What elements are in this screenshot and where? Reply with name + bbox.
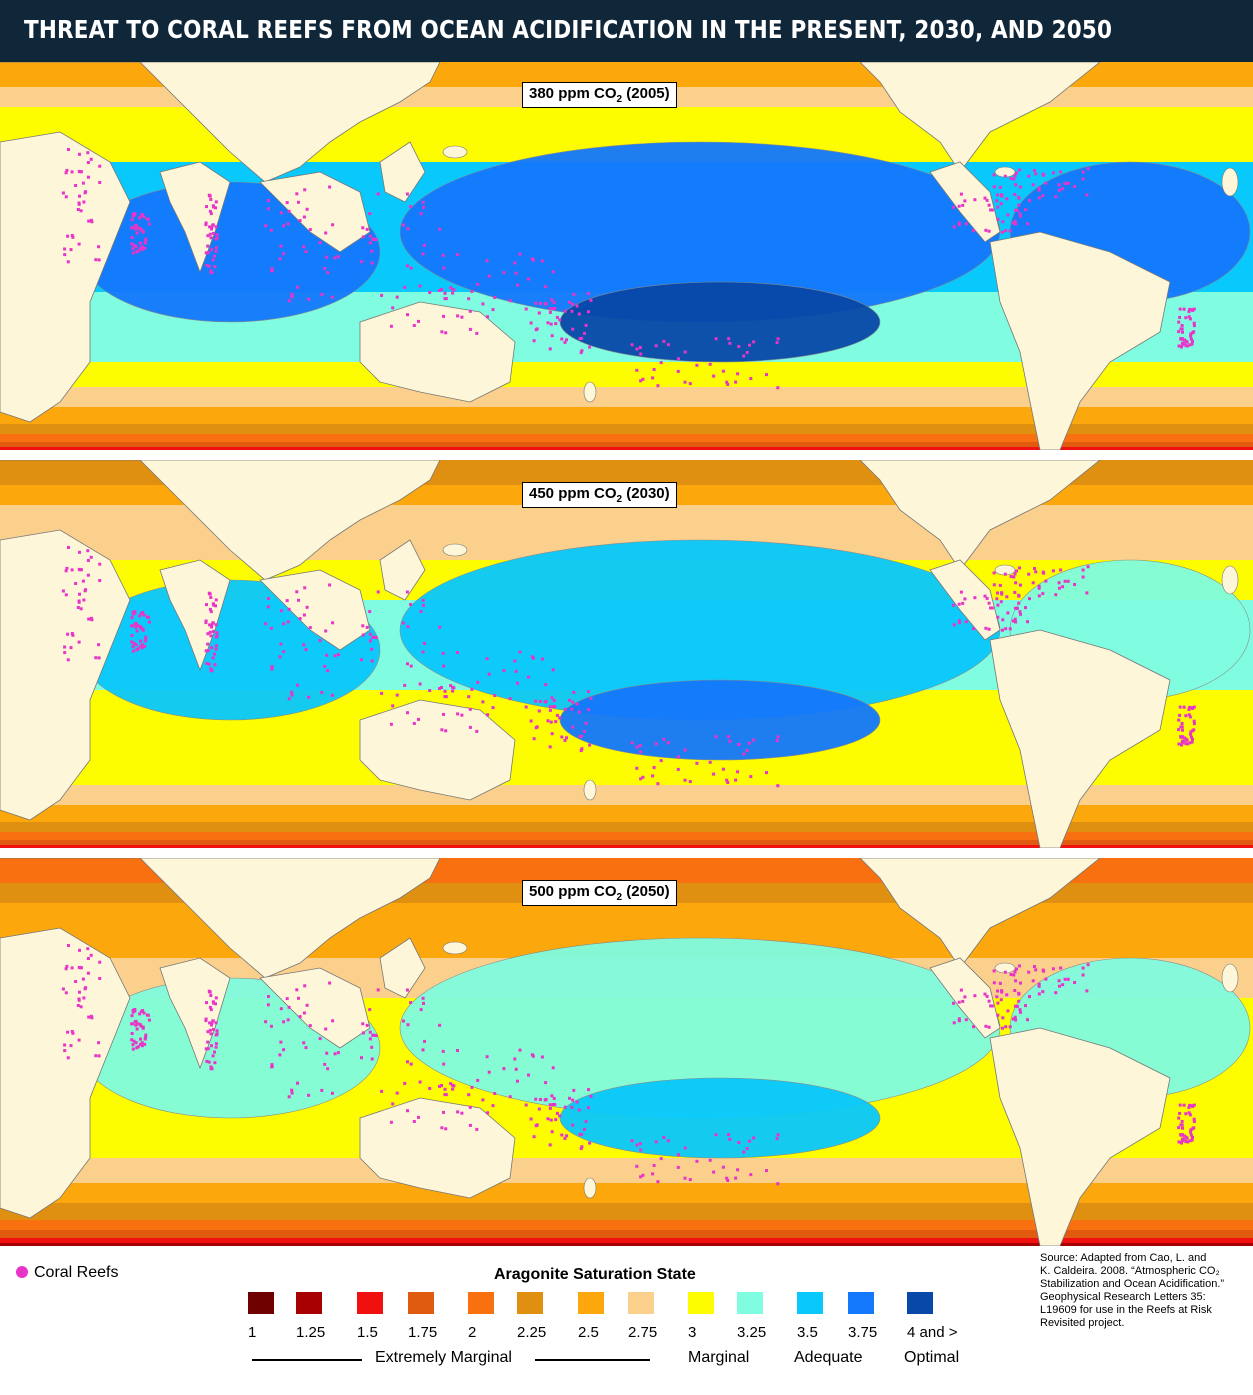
legend-tick-label: 1.5 [357, 1324, 378, 1341]
source-line: K. Caldeira. 2008. “Atmospheric CO₂ [1040, 1265, 1220, 1277]
legend-swatch [357, 1292, 383, 1314]
legend-tick-label: 4 and > [907, 1324, 958, 1341]
legend-swatch [628, 1292, 654, 1314]
category-label: Adequate [794, 1349, 863, 1366]
legend-tick-label: 3 [688, 1324, 697, 1341]
legend-swatch [468, 1292, 494, 1314]
ocean-map [0, 858, 1253, 1246]
legend-tick-label: 1.25 [296, 1324, 326, 1341]
map-panel-2030: 450 ppm CO2 (2030) [0, 460, 1253, 848]
title-bar: THREAT TO CORAL REEFS FROM OCEAN ACIDIFI… [0, 0, 1253, 62]
legend-swatch [907, 1292, 933, 1314]
legend-tick-label: 2.5 [578, 1324, 599, 1341]
legend-swatch [408, 1292, 434, 1314]
legend-swatch [737, 1292, 763, 1314]
panel-label: 380 ppm CO2 (2005) [522, 82, 677, 108]
source-line: L19609 for use in the Reefs at Risk [1040, 1304, 1212, 1316]
legend-title: Aragonite Saturation State [494, 1266, 696, 1283]
coral-reefs-legend: Coral Reefs [16, 1264, 118, 1282]
legend-swatch [848, 1292, 874, 1314]
legend-tick-label: 3.5 [797, 1324, 818, 1341]
coral-reef-dot-icon [16, 1266, 28, 1278]
legend-swatch [578, 1292, 604, 1314]
ocean-map [0, 460, 1253, 848]
legend-tick-label: 3.25 [737, 1324, 767, 1341]
category-label: Extremely Marginal [375, 1349, 512, 1366]
legend-tick-label: 1 [248, 1324, 257, 1341]
legend-swatch [248, 1292, 274, 1314]
source-line: Revisited project. [1040, 1317, 1125, 1329]
legend-tick-label: 3.75 [848, 1324, 878, 1341]
map-panel-2005: 380 ppm CO2 (2005) [0, 62, 1253, 450]
ocean-map [0, 62, 1253, 450]
category-label: Optimal [904, 1349, 960, 1366]
legend: Coral Reefs Aragonite Saturation State 1… [0, 1252, 1253, 1395]
legend-swatch [296, 1292, 322, 1314]
source-line: Source: Adapted from Cao, L. and [1040, 1252, 1207, 1264]
legend-tick-label: 1.75 [408, 1324, 438, 1341]
source-line: Stabilization and Ocean Acidification.” [1040, 1278, 1225, 1290]
legend-swatch [517, 1292, 543, 1314]
category-rule [535, 1359, 650, 1361]
source-line: Geophysical Research Letters 35: [1040, 1291, 1206, 1303]
legend-tick-label: 2.75 [628, 1324, 658, 1341]
legend-tick-label: 2.25 [517, 1324, 547, 1341]
category-rule [252, 1359, 362, 1361]
legend-tick-label: 2 [468, 1324, 477, 1341]
map-panel-2050: 500 ppm CO2 (2050) [0, 858, 1253, 1246]
legend-swatch [797, 1292, 823, 1314]
source-note: Source: Adapted from Cao, L. and K. Cald… [1040, 1252, 1246, 1330]
category-label: Marginal [688, 1349, 750, 1366]
legend-swatch [688, 1292, 714, 1314]
panel-label: 450 ppm CO2 (2030) [522, 482, 677, 508]
page-title: THREAT TO CORAL REEFS FROM OCEAN ACIDIFI… [24, 15, 1113, 44]
panel-label: 500 ppm CO2 (2050) [522, 880, 677, 906]
